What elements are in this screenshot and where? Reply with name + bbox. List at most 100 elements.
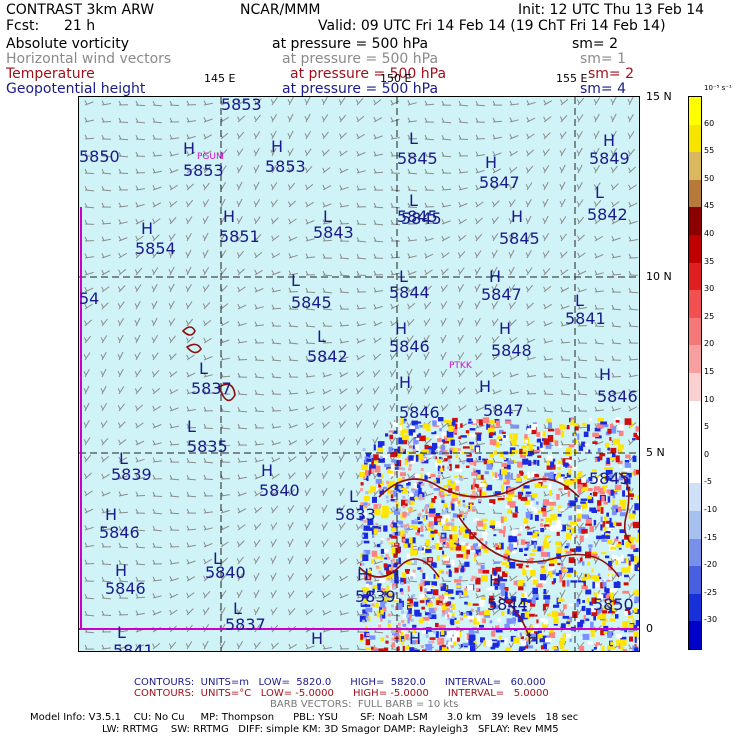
vorticity-cell bbox=[396, 602, 403, 610]
vorticity-cell bbox=[460, 435, 467, 438]
wind-barb bbox=[593, 97, 601, 106]
vorticity-cell bbox=[363, 598, 367, 604]
vorticity-cell bbox=[566, 633, 572, 638]
vorticity-cell bbox=[400, 636, 405, 642]
vorticity-cell bbox=[387, 481, 390, 489]
vorticity-cell bbox=[359, 455, 362, 459]
vorticity-cell bbox=[569, 500, 576, 507]
vorticity-cell bbox=[462, 503, 466, 507]
lat-label-0: 0 bbox=[646, 622, 653, 635]
height-value: 5846 bbox=[597, 387, 638, 406]
vorticity-cell bbox=[609, 607, 613, 613]
vorticity-cell bbox=[541, 507, 547, 512]
wind-barb bbox=[424, 269, 433, 276]
wind-barb bbox=[321, 539, 329, 548]
vorticity-cell bbox=[524, 611, 530, 618]
wind-barb bbox=[339, 338, 349, 344]
vorticity-cell bbox=[553, 617, 559, 624]
wind-barb bbox=[440, 351, 447, 361]
vorticity-cell bbox=[523, 541, 530, 544]
vorticity-cell bbox=[476, 546, 480, 550]
wind-barb bbox=[543, 338, 553, 344]
wind-barb bbox=[475, 217, 483, 225]
wind-barb bbox=[254, 304, 264, 310]
wind-barb bbox=[185, 232, 192, 242]
vorticity-cell bbox=[402, 623, 407, 627]
vorticity-cell bbox=[607, 447, 610, 451]
wind-barb bbox=[594, 304, 605, 310]
vorticity-cell bbox=[444, 510, 448, 514]
vorticity-cell bbox=[542, 511, 547, 517]
wind-barb bbox=[440, 301, 448, 310]
wind-barb bbox=[270, 505, 279, 514]
wind-barb bbox=[321, 97, 328, 106]
wind-barb bbox=[611, 218, 621, 225]
vorticity-cell bbox=[534, 631, 540, 634]
vorticity-cell bbox=[543, 643, 547, 650]
vorticity-cell bbox=[559, 642, 565, 649]
wind-barb bbox=[389, 437, 397, 446]
wind-barb bbox=[322, 372, 332, 378]
vorticity-cell bbox=[492, 642, 499, 648]
vorticity-cell bbox=[496, 436, 502, 440]
vorticity-cell bbox=[613, 581, 621, 588]
vorticity-cell bbox=[429, 600, 433, 604]
vorticity-cell bbox=[390, 464, 395, 471]
wind-barb bbox=[152, 151, 163, 157]
vorticity-cell bbox=[463, 505, 469, 508]
vorticity-cell bbox=[372, 454, 379, 461]
wind-barb bbox=[304, 573, 312, 582]
wind-barb bbox=[356, 610, 367, 616]
vorticity-cell bbox=[615, 560, 619, 565]
vorticity-cell bbox=[462, 642, 469, 646]
vorticity-cell bbox=[549, 501, 556, 506]
wind-barb bbox=[287, 505, 295, 514]
vorticity-cell bbox=[493, 450, 498, 455]
wind-barb bbox=[355, 436, 362, 446]
vorticity-cell bbox=[597, 500, 602, 506]
vorticity-cell bbox=[411, 635, 415, 639]
height-value: 5835 bbox=[187, 437, 228, 456]
wind-barb bbox=[321, 149, 330, 157]
wind-barb bbox=[236, 540, 245, 548]
vorticity-cell bbox=[387, 623, 391, 627]
vorticity-cell bbox=[424, 506, 427, 510]
vorticity-cell bbox=[616, 572, 623, 576]
vorticity-cell bbox=[550, 506, 554, 510]
wind-barb bbox=[287, 607, 296, 616]
vorticity-cell bbox=[545, 637, 552, 643]
vorticity-cell bbox=[633, 608, 638, 613]
height-value: 5839 bbox=[355, 587, 396, 606]
wind-barb bbox=[424, 252, 434, 259]
vorticity-cell bbox=[540, 431, 543, 437]
wind-barb bbox=[287, 113, 294, 123]
vorticity-cell bbox=[428, 620, 431, 624]
wind-barb bbox=[135, 457, 145, 463]
wind-barb bbox=[100, 420, 108, 429]
vorticity-cell bbox=[386, 467, 393, 470]
vorticity-cell bbox=[378, 457, 385, 463]
vorticity-cell bbox=[381, 510, 387, 516]
vorticity-cell bbox=[415, 421, 422, 424]
vorticity-cell bbox=[371, 459, 374, 466]
map-panel[interactable]: PGUM PTKK 5853 5850 H 5853 H 5853 L 5845 H 5847 58… bbox=[78, 96, 640, 652]
vorticity-cell bbox=[364, 460, 368, 468]
vorticity-cell bbox=[622, 621, 629, 628]
vorticity-cell bbox=[550, 525, 557, 532]
vorticity-cell bbox=[569, 638, 572, 642]
wind-barb bbox=[577, 269, 587, 276]
wind-barb bbox=[577, 457, 587, 463]
vorticity-cell bbox=[535, 649, 538, 651]
vorticity-cell bbox=[489, 439, 497, 445]
wind-barb bbox=[356, 337, 366, 344]
vorticity-cell bbox=[592, 432, 599, 437]
wind-barb bbox=[373, 304, 383, 310]
vorticity-cell bbox=[359, 639, 364, 642]
vorticity-cell bbox=[431, 640, 435, 644]
wind-barb bbox=[321, 454, 329, 463]
wind-barb bbox=[627, 148, 636, 157]
vorticity-cell bbox=[531, 427, 537, 435]
vorticity-cell bbox=[439, 535, 444, 543]
vorticity-cell bbox=[443, 435, 449, 442]
vorticity-cell bbox=[563, 462, 569, 467]
